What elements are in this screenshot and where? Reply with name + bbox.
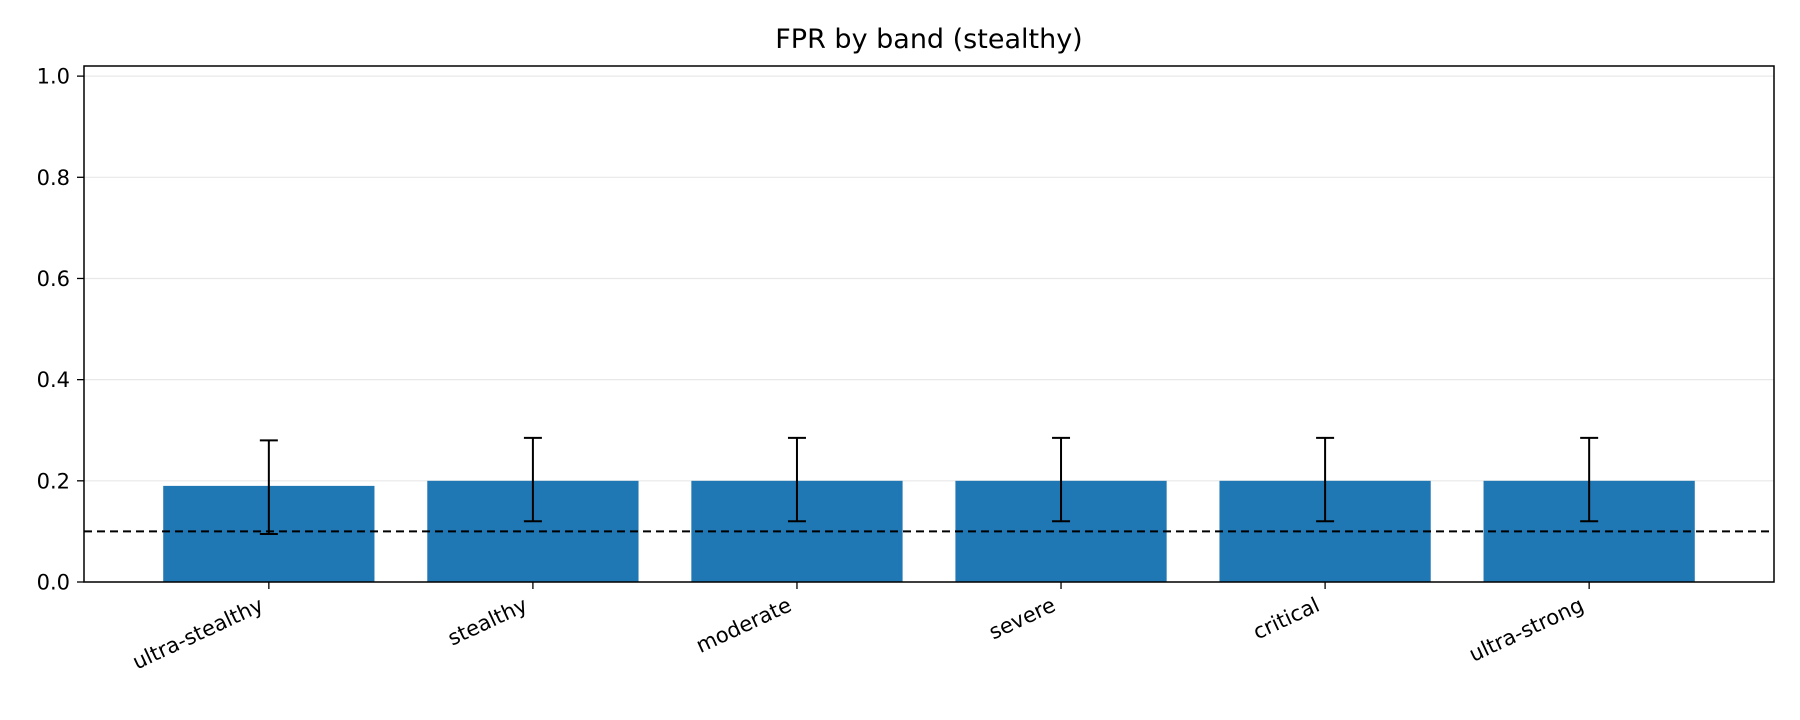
y-tick-label: 0.0: [37, 571, 70, 595]
x-tick-label: severe: [985, 593, 1059, 644]
y-tick-label: 0.2: [37, 469, 70, 493]
x-tick-label: ultra-strong: [1465, 593, 1587, 667]
x-tick-label: critical: [1249, 593, 1323, 644]
x-tick-label: stealthy: [444, 593, 531, 651]
y-tick-label: 0.6: [37, 267, 70, 291]
x-axis-ticks: ultra-stealthy stealthy moderate severe crit…: [129, 582, 1590, 674]
error-bars: [259, 436, 1599, 535]
x-tick-label: moderate: [692, 593, 795, 658]
y-axis-ticks: 0.0 0.2 0.4 0.6 0.8 1.0: [37, 65, 84, 595]
y-tick-label: 0.4: [37, 368, 70, 392]
y-tick-label: 0.8: [37, 166, 70, 190]
y-tick-label: 1.0: [37, 65, 70, 89]
x-tick-label: ultra-stealthy: [129, 593, 267, 674]
plot-frame: [83, 65, 1775, 583]
chart-title: FPR by band (stealthy): [775, 24, 1082, 55]
